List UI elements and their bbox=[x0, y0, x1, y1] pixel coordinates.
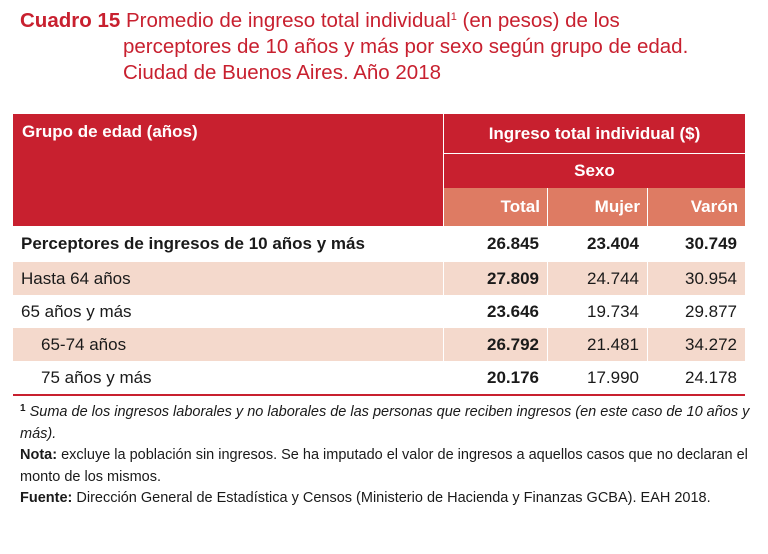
cell-varon: 30.954 bbox=[647, 262, 745, 295]
header-mujer: Mujer bbox=[547, 188, 647, 226]
cell-mujer: 19.734 bbox=[587, 301, 639, 321]
table-title: Cuadro 15 Promedio de ingreso total indi… bbox=[20, 8, 760, 86]
table-notes: 1 Suma de los ingresos laborales y no la… bbox=[20, 402, 750, 510]
header-grupo-edad: Grupo de edad (años) bbox=[13, 114, 443, 226]
header-total: Total bbox=[443, 188, 547, 226]
cell-varon: 24.178 bbox=[647, 361, 745, 396]
table-row: Perceptores de ingresos de 10 años y más… bbox=[13, 226, 745, 262]
footnote: 1 Suma de los ingresos laborales y no la… bbox=[20, 402, 750, 445]
fuente-label: Fuente: bbox=[20, 490, 73, 506]
cell-total: 20.176 bbox=[443, 361, 547, 396]
cell-varon: 29.877 bbox=[685, 301, 737, 321]
title-text-1-tail: (en pesos) de los bbox=[456, 9, 620, 32]
cell-mujer: 23.404 bbox=[587, 234, 639, 253]
cell-total: 23.646 bbox=[487, 301, 539, 321]
cell-total: 26.845 bbox=[487, 234, 539, 253]
nota-text: excluye la población sin ingresos. Se ha… bbox=[20, 447, 748, 485]
cell-total: 26.792 bbox=[443, 328, 547, 361]
nota-label: Nota: bbox=[20, 447, 58, 463]
fuente-text: Dirección General de Estadística y Censo… bbox=[76, 490, 711, 506]
footnote-mark: 1 bbox=[20, 403, 26, 414]
row-label: 65 años y más bbox=[21, 301, 132, 321]
cell-total: 27.809 bbox=[443, 262, 547, 295]
table-number-label: Cuadro 15 bbox=[20, 9, 121, 32]
cell-mujer: 21.481 bbox=[547, 328, 647, 361]
header-sexo: Sexo bbox=[443, 154, 745, 188]
income-table: Grupo de edad (años) Ingreso total indiv… bbox=[13, 114, 745, 396]
row-label: Perceptores de ingresos de 10 años y más bbox=[21, 234, 365, 253]
header-ingreso-total: Ingreso total individual ($) bbox=[443, 114, 745, 154]
row-label: 75 años y más bbox=[13, 361, 443, 396]
cell-varon: 34.272 bbox=[647, 328, 745, 361]
title-line-2: perceptores de 10 años y más por sexo se… bbox=[123, 35, 689, 58]
cell-mujer: 17.990 bbox=[547, 361, 647, 396]
title-text-1: Promedio de ingreso total individual bbox=[125, 9, 451, 32]
nota: Nota: excluye la población sin ingresos.… bbox=[20, 445, 750, 488]
fuente: Fuente: Dirección General de Estadística… bbox=[20, 488, 750, 510]
footnote-text: Suma de los ingresos laborales y no labo… bbox=[20, 404, 750, 442]
footnote-ref: 1 bbox=[450, 11, 457, 23]
table-row: 65 años y más 23.646 19.734 29.877 bbox=[13, 295, 745, 328]
cell-mujer: 24.744 bbox=[547, 262, 647, 295]
table-row: Hasta 64 años 27.809 24.744 30.954 bbox=[13, 262, 745, 295]
row-label: 65-74 años bbox=[13, 328, 443, 361]
title-line-3: Ciudad de Buenos Aires. Año 2018 bbox=[123, 61, 441, 84]
table-row: 65-74 años 26.792 21.481 34.272 bbox=[13, 328, 745, 361]
cell-varon: 30.749 bbox=[685, 234, 737, 253]
table-row: 75 años y más 20.176 17.990 24.178 bbox=[13, 361, 745, 396]
row-label: Hasta 64 años bbox=[13, 262, 443, 295]
title-line-1: Cuadro 15 Promedio de ingreso total indi… bbox=[20, 8, 760, 34]
header-varon: Varón bbox=[647, 188, 745, 226]
